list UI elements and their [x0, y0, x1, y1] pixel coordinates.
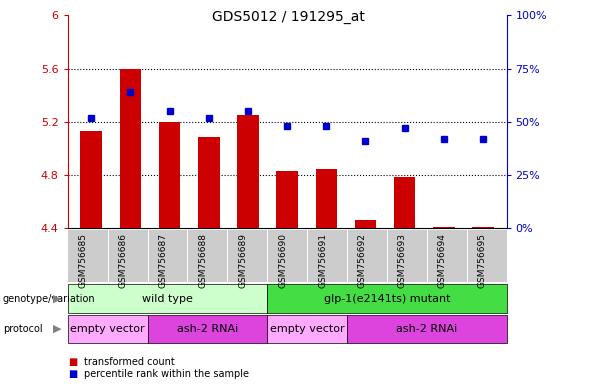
Text: empty vector: empty vector	[270, 324, 345, 334]
Text: ash-2 RNAi: ash-2 RNAi	[396, 324, 458, 334]
Bar	[81, 131, 102, 228]
Text: transformed count: transformed count	[84, 357, 175, 367]
Bar	[433, 227, 455, 228]
Text: ▶: ▶	[54, 324, 62, 334]
Bar	[120, 69, 141, 228]
Text: GSM756687: GSM756687	[158, 233, 167, 288]
Text: GSM756688: GSM756688	[198, 233, 207, 288]
Text: GSM756686: GSM756686	[118, 233, 128, 288]
Text: ash-2 RNAi: ash-2 RNAi	[177, 324, 238, 334]
Text: GSM756691: GSM756691	[318, 233, 327, 288]
Text: percentile rank within the sample: percentile rank within the sample	[84, 369, 249, 379]
Bar	[159, 122, 180, 228]
Text: ▶: ▶	[54, 293, 62, 304]
Text: GSM756685: GSM756685	[79, 233, 88, 288]
Text: wild type: wild type	[142, 293, 193, 304]
Bar	[198, 137, 220, 228]
Text: empty vector: empty vector	[70, 324, 145, 334]
Text: protocol: protocol	[3, 324, 42, 334]
Text: GSM756689: GSM756689	[238, 233, 247, 288]
Text: GSM756692: GSM756692	[358, 233, 367, 288]
Text: GDS5012 / 191295_at: GDS5012 / 191295_at	[212, 10, 365, 23]
Text: GSM756693: GSM756693	[398, 233, 407, 288]
Bar	[472, 227, 494, 228]
Text: genotype/variation: genotype/variation	[3, 293, 95, 304]
Bar	[237, 115, 259, 228]
Bar	[394, 177, 415, 228]
Text: GSM756695: GSM756695	[478, 233, 487, 288]
Text: GSM756690: GSM756690	[278, 233, 287, 288]
Bar	[355, 220, 376, 228]
Bar	[276, 171, 298, 228]
Text: GSM756694: GSM756694	[438, 233, 446, 288]
Text: ■: ■	[68, 369, 77, 379]
Bar	[316, 169, 337, 228]
Text: glp-1(e2141ts) mutant: glp-1(e2141ts) mutant	[323, 293, 450, 304]
Text: ■: ■	[68, 357, 77, 367]
